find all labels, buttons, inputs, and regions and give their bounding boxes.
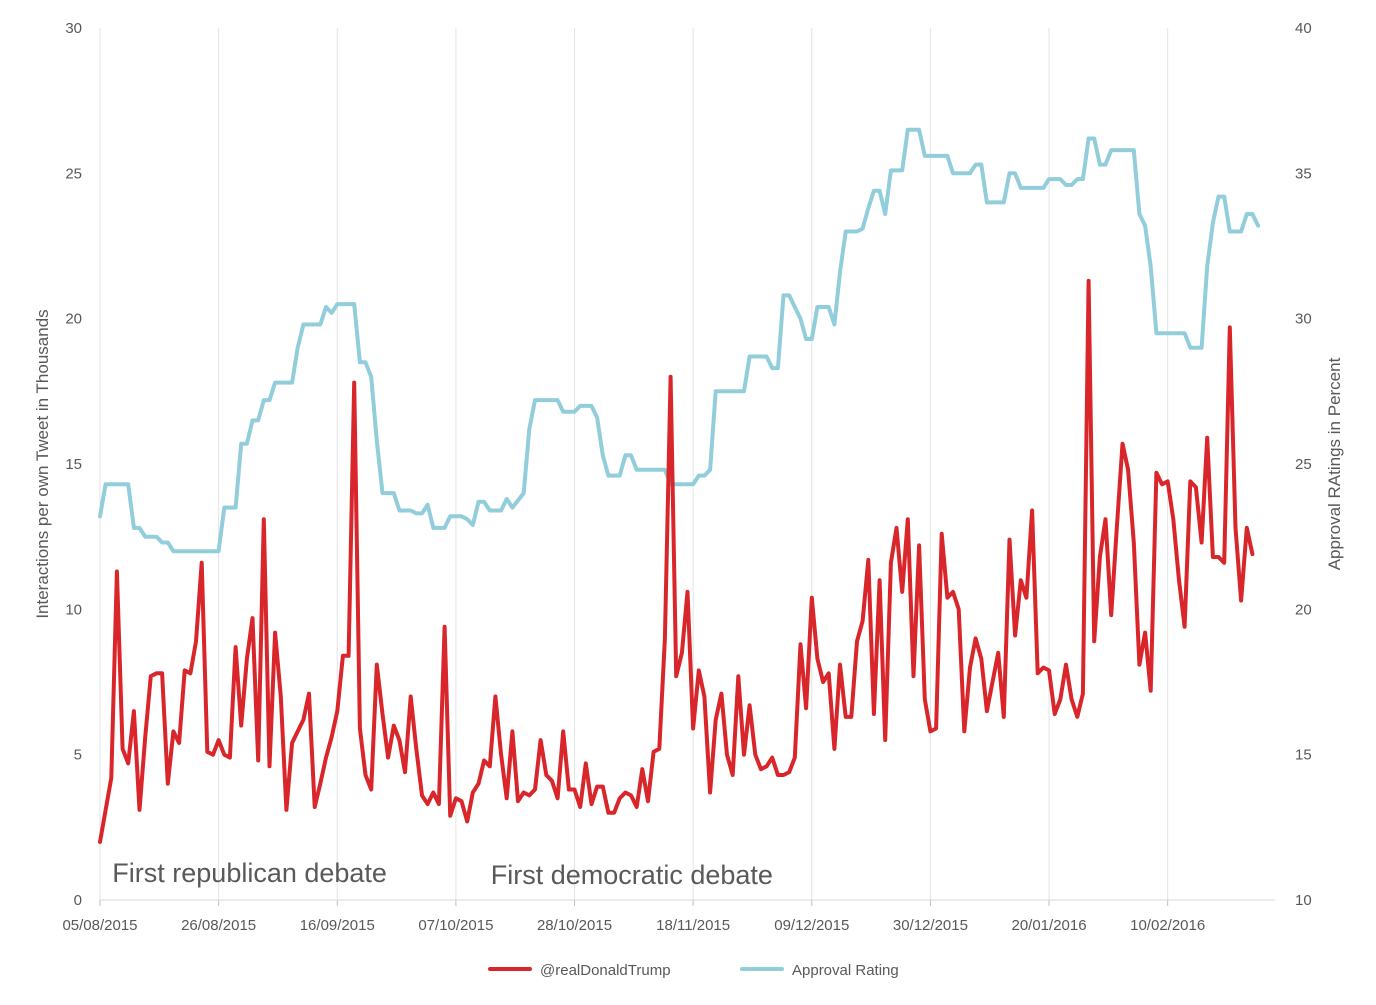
series-line-realdonaldtrump: [98, 278, 1255, 844]
right-y-axis-title: Approval RAtings in Percent: [1325, 357, 1344, 570]
x-tick-label: 20/01/2016: [1011, 917, 1086, 934]
x-tick-label: 07/10/2015: [418, 917, 493, 934]
y2-tick-label: 40: [1295, 20, 1312, 37]
left-y-axis-title: Interactions per own Tweet in Thousands: [33, 309, 52, 618]
y2-tick-label: 25: [1295, 456, 1312, 473]
left-y-axis-ticks: 0 5 10 15 20 25 30: [65, 20, 82, 909]
y-tick-label: 10: [65, 601, 82, 618]
y-tick-label: 5: [74, 747, 82, 764]
x-tick-label: 16/09/2015: [300, 917, 375, 934]
y2-tick-label: 20: [1295, 601, 1312, 618]
annotation-label: First republican debate: [112, 858, 387, 888]
series-line-approval-rating: [98, 127, 1261, 554]
x-tick-label: 10/02/2016: [1130, 917, 1205, 934]
y-tick-label: 0: [74, 892, 82, 909]
legend: @realDonaldTrump Approval Rating: [488, 962, 899, 979]
x-axis-ticks: 05/08/2015 26/08/2015 16/09/2015 07/10/2015…: [62, 917, 1205, 934]
legend-label: @realDonaldTrump: [540, 962, 671, 979]
y-tick-label: 30: [65, 20, 82, 37]
y2-tick-label: 35: [1295, 165, 1312, 182]
annotations: First republican debate First democratic …: [112, 858, 773, 890]
x-tick-label: 05/08/2015: [62, 917, 137, 934]
y2-tick-label: 15: [1295, 747, 1312, 764]
y-tick-label: 15: [65, 456, 82, 473]
y2-tick-label: 10: [1295, 892, 1312, 909]
x-tick-label: 18/11/2015: [656, 917, 730, 934]
x-tick-label: 26/08/2015: [181, 917, 256, 934]
x-tick-label: 09/12/2015: [774, 917, 849, 934]
x-tick-label: 28/10/2015: [537, 917, 612, 934]
legend-label: Approval Rating: [792, 962, 899, 979]
series-lines: [98, 127, 1261, 844]
y-tick-label: 25: [65, 165, 82, 182]
vertical-gridlines: [99, 28, 1169, 906]
x-tick-label: 30/12/2015: [893, 917, 968, 934]
y2-tick-label: 30: [1295, 311, 1312, 328]
right-y-axis-ticks: 10 15 20 25 30 35 40: [1295, 20, 1312, 909]
annotation-label: First democratic debate: [491, 860, 773, 890]
y-tick-label: 20: [65, 311, 82, 328]
